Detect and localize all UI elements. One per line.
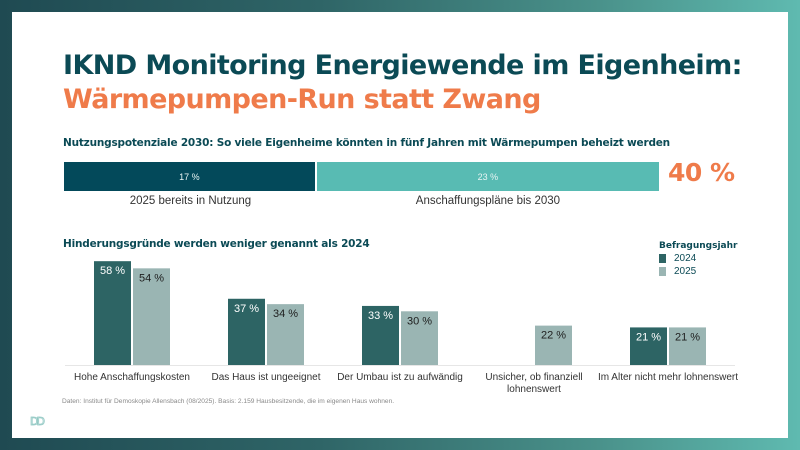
bar-2024-1 (228, 298, 265, 365)
bar-value-label: 21 % (636, 331, 661, 343)
bar-value-label: 34 % (273, 308, 298, 320)
bar-value-label: 37 % (234, 303, 259, 315)
potential-stacked-bar: 17 % 23 % (64, 162, 659, 191)
bar-2024-0 (94, 261, 131, 365)
source-footnote: Daten: Institut für Demoskopie Allensbac… (62, 398, 395, 405)
bar-value-label: 22 % (541, 330, 566, 342)
potential-total: 40 % (668, 158, 735, 187)
segment-planned-label: Anschaffungspläne bis 2030 (415, 195, 561, 207)
potential-heading: Nutzungspotenziale 2030: So viele Eigenh… (63, 137, 670, 149)
category-label: Hohe Anschaffungskosten (74, 372, 190, 383)
segment-planned: 23 % (316, 162, 659, 191)
category-label: Das Haus ist ungeeignet (212, 372, 321, 383)
slide-panel (12, 12, 788, 438)
bar-2025-3 (535, 325, 572, 365)
category-label: Unsicher, ob finanziell (485, 372, 582, 383)
bar-value-label: 21 % (675, 331, 700, 343)
bar-value-label: 58 % (100, 265, 125, 277)
segment-in-use-label: 2025 bereits in Nutzung (129, 195, 252, 207)
segment-in-use-value: 17 % (179, 171, 200, 182)
bar-value-label: 30 % (407, 315, 432, 327)
legend-item-2024: 2024 (659, 253, 696, 264)
legend-label-2025: 2025 (674, 266, 697, 277)
legend-swatch-2024 (659, 254, 666, 263)
legend-swatch-2025 (659, 267, 666, 276)
obstacles-heading: Hinderungsgründe werden weniger genannt … (63, 238, 370, 250)
bar-value-label: 33 % (368, 310, 393, 322)
bar-value-label: 54 % (139, 272, 164, 284)
title-line-1: IKND Monitoring Energiewende im Eigenhei… (63, 50, 742, 81)
category-label: lohnenswert (507, 384, 561, 395)
segment-planned-value: 23 % (477, 171, 499, 182)
bar-2025-1 (267, 304, 304, 365)
bar-2025-0 (133, 268, 170, 365)
category-label: Der Umbau ist zu aufwändig (337, 372, 463, 383)
legend-item-2025: 2025 (659, 266, 696, 277)
title-line-2: Wärmepumpen-Run statt Zwang (63, 84, 541, 115)
bar-2024-4 (630, 327, 667, 365)
legend-title: Befragungsjahr (659, 241, 738, 251)
bar-2024-2 (362, 305, 399, 365)
segment-in-use: 17 % (64, 162, 317, 191)
bar-2025-2 (401, 311, 438, 365)
category-label: Im Alter nicht mehr lohnenswert (598, 372, 738, 383)
bar-2025-4 (669, 327, 706, 365)
legend-label-2024: 2024 (674, 253, 697, 264)
brand-logo: DD (30, 415, 46, 429)
